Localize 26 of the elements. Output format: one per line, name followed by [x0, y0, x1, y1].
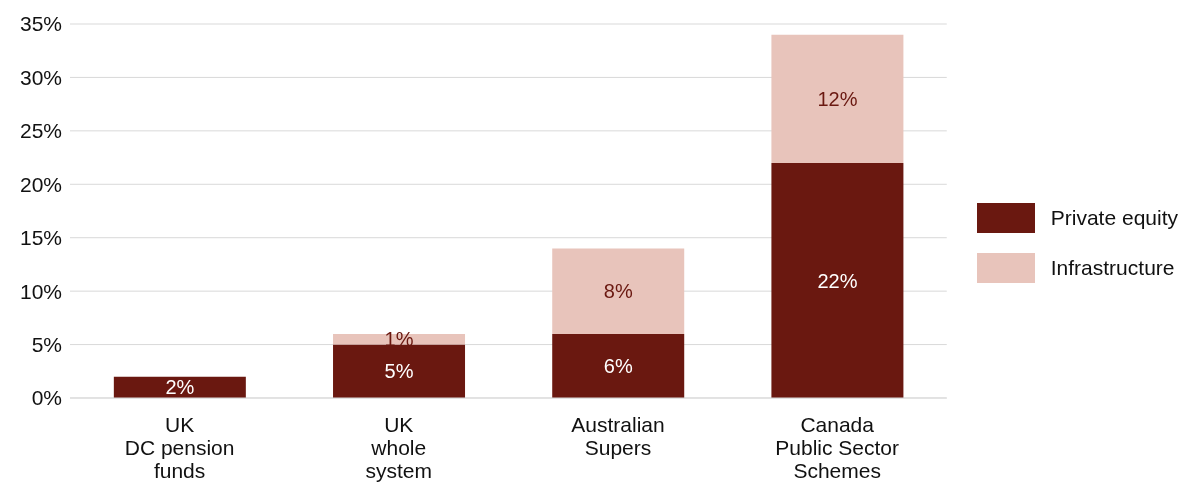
data-label: 5%: [384, 360, 414, 383]
data-label: 12%: [817, 87, 858, 110]
y-tick-label: 15%: [19, 226, 62, 250]
bar: [333, 344, 466, 398]
y-tick-label: 25%: [19, 119, 62, 143]
bar: [552, 333, 685, 398]
y-tick-label: 0%: [31, 386, 62, 410]
y-tick-label: 5%: [31, 333, 62, 357]
x-tick-label: UK DC pension funds: [124, 413, 235, 482]
y-tick-label: 20%: [19, 172, 62, 196]
y-tick-label: 10%: [19, 279, 62, 303]
bar: [333, 333, 466, 345]
legend-label: Private equity: [1050, 206, 1178, 230]
x-tick-label: Australian Supers: [571, 413, 665, 459]
data-label: 6%: [603, 355, 633, 378]
x-tick-label: UK whole system: [365, 413, 433, 482]
bar: [771, 34, 904, 163]
y-tick-label: 30%: [19, 65, 62, 89]
bar: [771, 162, 904, 398]
data-label: 8%: [603, 280, 633, 303]
x-tick-label: Canada Public Sector Schemes: [775, 413, 900, 482]
y-tick-label: 35%: [19, 12, 62, 36]
data-label: 22%: [817, 269, 858, 292]
legend-label: Infrastructure: [1050, 256, 1175, 280]
data-label: 2%: [165, 376, 195, 399]
bar: [552, 248, 685, 334]
